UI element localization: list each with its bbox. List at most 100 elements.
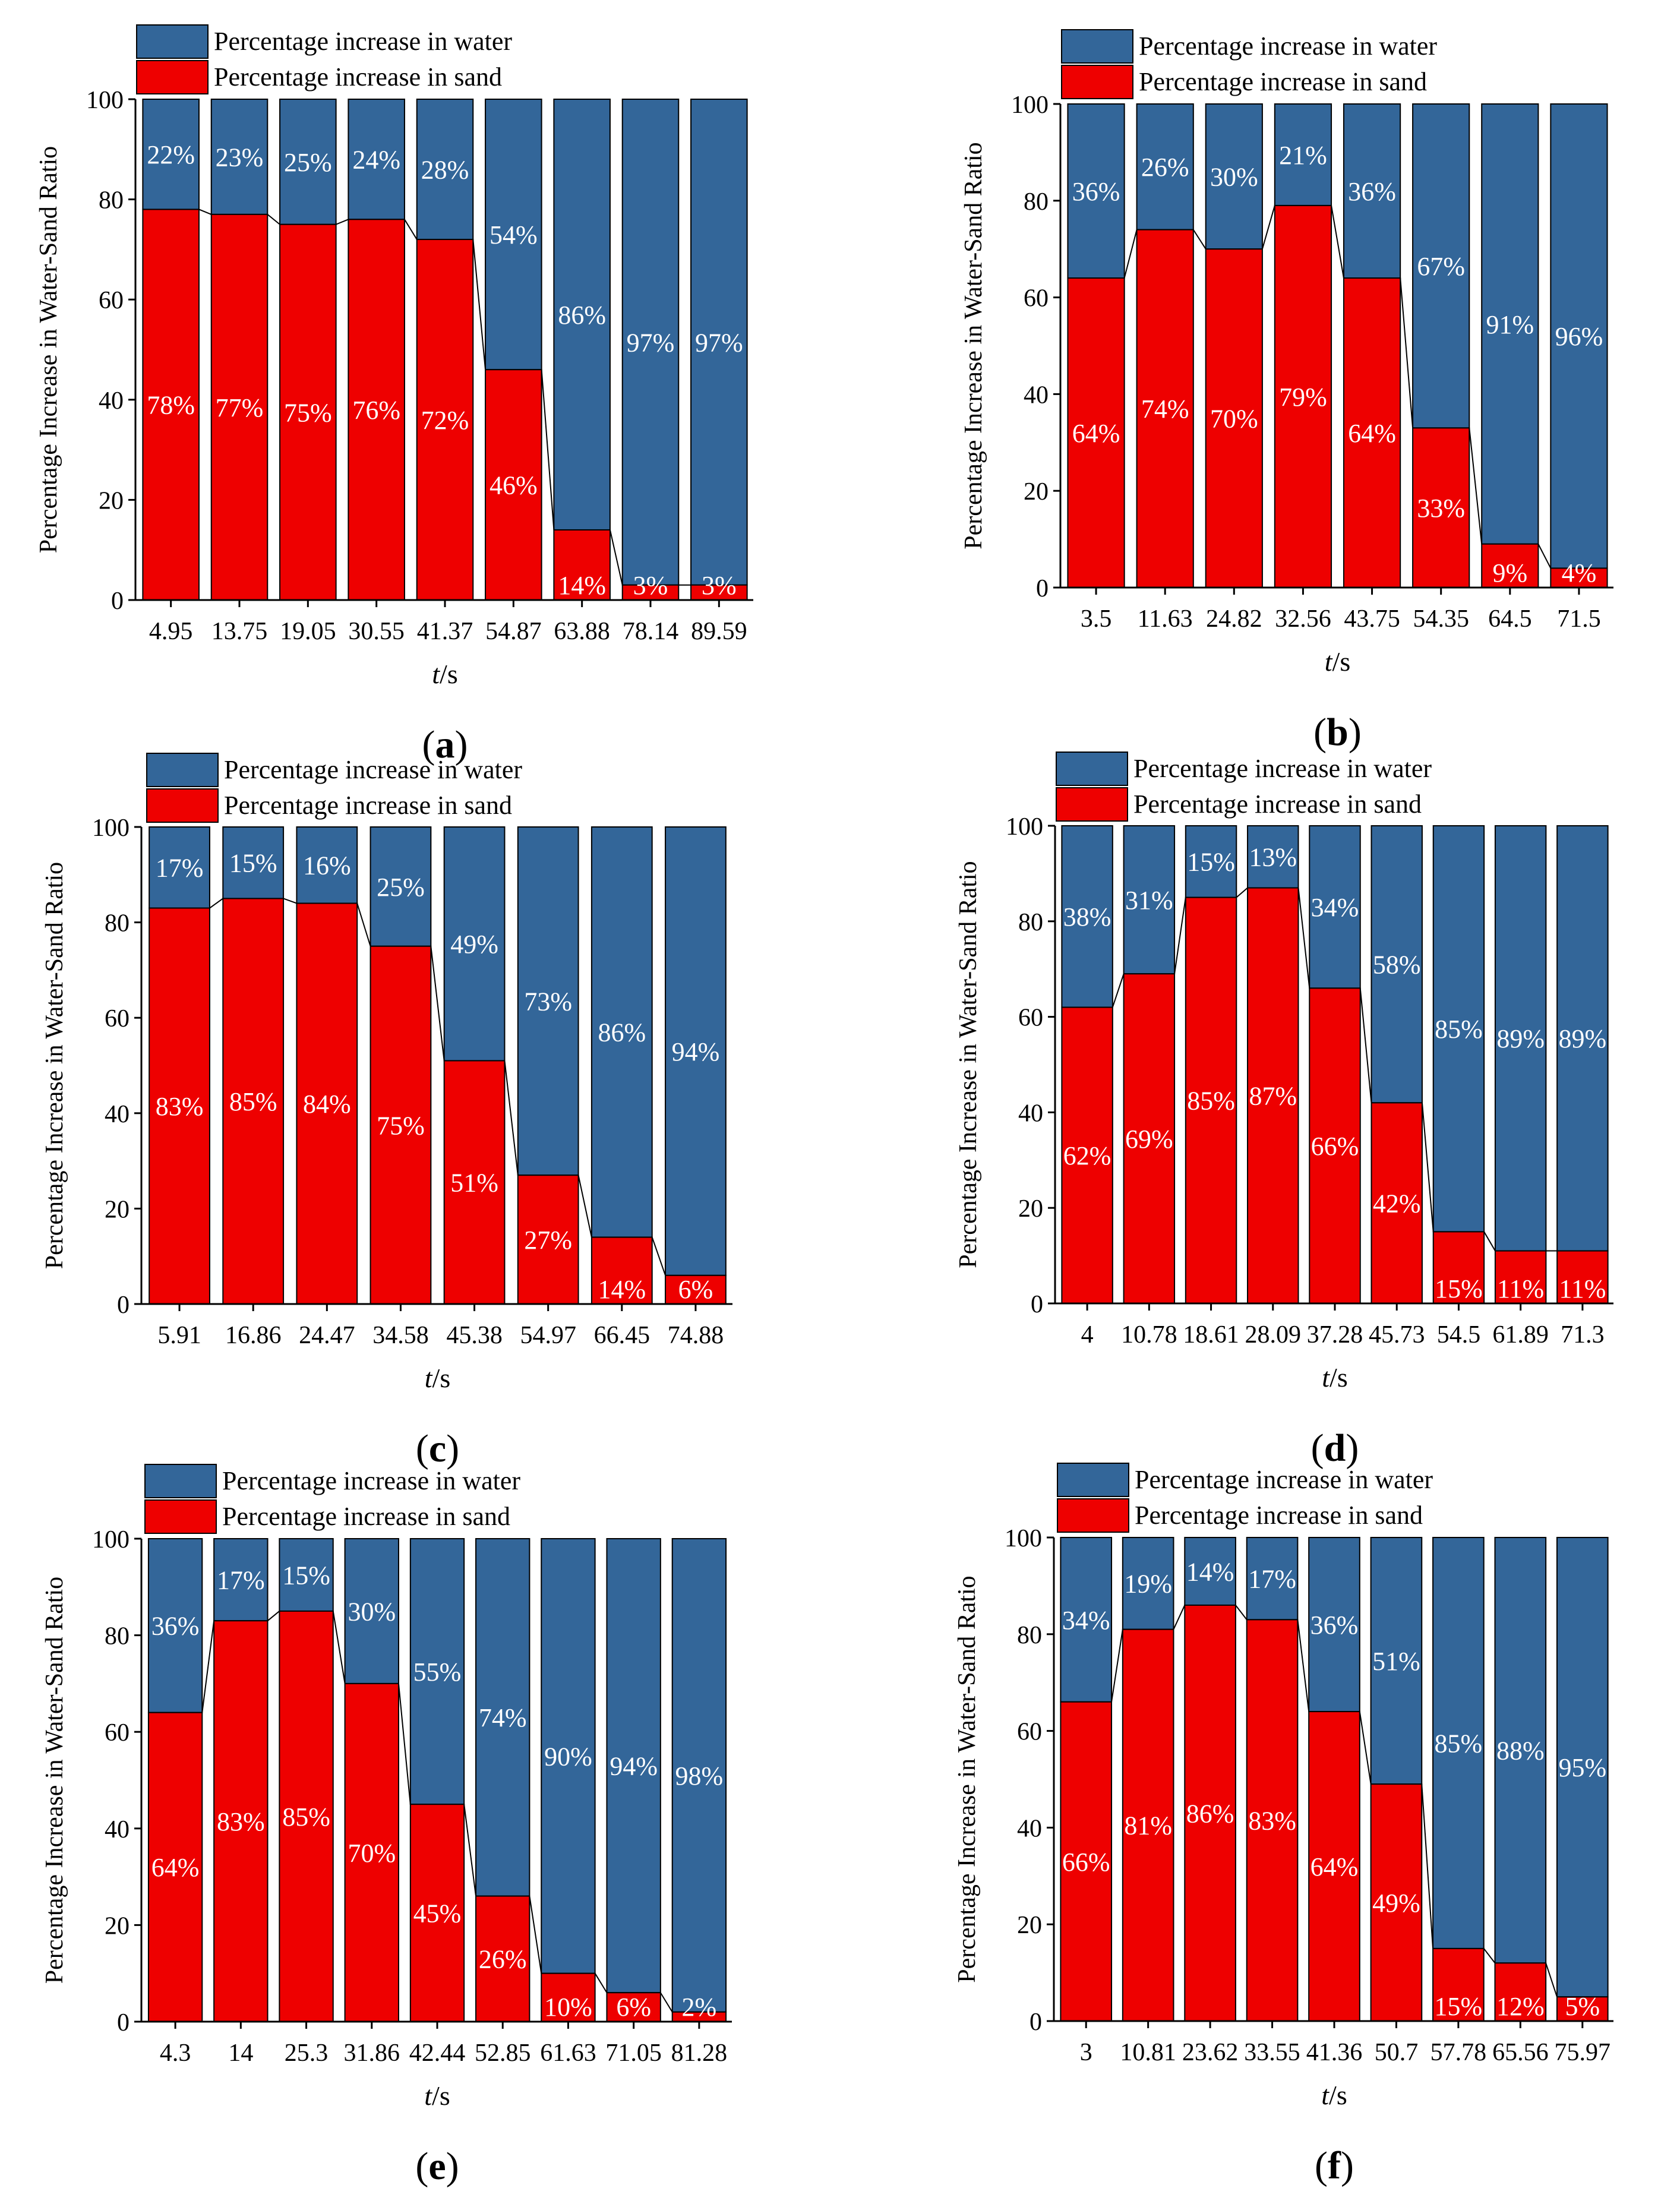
- bar-sand: [348, 219, 405, 601]
- bar-sand: [1412, 427, 1470, 588]
- bar-sand: [279, 1610, 334, 2022]
- connector-line: [1359, 988, 1372, 1103]
- bar-water: [1184, 1537, 1236, 1606]
- y-tick-label: 80: [105, 1623, 130, 1650]
- connector-line: [404, 219, 418, 240]
- bar-water: [690, 99, 748, 586]
- chart-panel-0: 22% 78% 23% 77% 25% 75% 24% 76% 28% 72% 54% 46% 86% 1…: [35, 24, 753, 766]
- water-value-label: 36%: [151, 1612, 200, 1641]
- bar-sand: [1370, 1102, 1423, 1304]
- bar-sand: [1060, 1701, 1113, 2022]
- water-value-label: 89%: [1559, 1024, 1607, 1053]
- x-tick-label: 71.3: [1561, 1321, 1605, 1349]
- x-tick-label: 3.5: [1081, 605, 1112, 633]
- bar-sand: [1067, 277, 1125, 589]
- connector-line: [529, 1896, 542, 1974]
- y-tick-label: 100: [92, 814, 130, 842]
- legend-sand-swatch: [144, 1499, 217, 1534]
- x-tick-label: 24.47: [299, 1322, 355, 1349]
- x-tick-label: 14: [228, 2039, 253, 2067]
- bar-water: [1247, 825, 1299, 889]
- x-tick-label: 81.28: [671, 2039, 728, 2067]
- x-tick-label: 4.95: [149, 618, 193, 645]
- connector-line: [332, 1611, 346, 1684]
- y-tick-label: 0: [1031, 1291, 1043, 1318]
- legend-sand-swatch: [1056, 787, 1128, 822]
- water-value-label: 22%: [147, 140, 195, 169]
- water-value-label: 90%: [544, 1742, 592, 1771]
- water-value-label: 88%: [1496, 1736, 1545, 1766]
- sand-value-label: 10%: [544, 1993, 592, 2022]
- sand-value-label: 11%: [1559, 1274, 1606, 1303]
- x-tick-label: 30.55: [348, 618, 405, 645]
- connector-line: [1297, 1619, 1310, 1712]
- sand-value-label: 85%: [282, 1802, 330, 1832]
- x-tick-label: 54.35: [1413, 605, 1469, 633]
- x-tick-label: 5.91: [157, 1322, 201, 1349]
- legend-sand-swatch: [1061, 65, 1133, 99]
- x-axis-title: t/s: [424, 2080, 450, 2111]
- y-tick-label: 0: [117, 1292, 130, 1319]
- sand-value-label: 81%: [1124, 1811, 1172, 1840]
- y-tick-label: 0: [117, 2009, 130, 2037]
- x-tick-label: 41.36: [1306, 2039, 1363, 2066]
- water-value-label: 97%: [695, 328, 743, 357]
- sand-value-label: 76%: [352, 396, 400, 425]
- bar-water: [1432, 1537, 1485, 1949]
- sand-value-label: 64%: [1348, 419, 1396, 448]
- y-tick-label: 40: [1017, 1815, 1042, 1842]
- x-tick-label: 54.97: [520, 1322, 576, 1349]
- bar-sand: [590, 1236, 653, 1305]
- x-tick-label: 66.45: [594, 1322, 650, 1349]
- bar-water: [142, 99, 200, 210]
- bar-water: [149, 826, 210, 909]
- connector-line: [336, 219, 349, 225]
- x-tick-label: 19.05: [280, 618, 336, 645]
- bar-sand: [475, 1895, 530, 2023]
- sand-value-label: 83%: [1248, 1807, 1296, 1836]
- chart-panel-2: 17% 83% 15% 85% 16% 84% 25% 75% 49% 51% 73% 27% 86% 1…: [41, 753, 732, 1470]
- connector-line: [1297, 888, 1310, 989]
- bar-water: [475, 1538, 530, 1897]
- sand-value-label: 79%: [1279, 383, 1327, 412]
- x-tick-label: 54.87: [485, 618, 542, 645]
- bar-sand: [1309, 987, 1361, 1304]
- chart-panel-3: 38% 62% 31% 69% 15% 85% 13% 87% 34% 66% 58% 42% 85% 1…: [955, 752, 1613, 1470]
- bar-water: [1343, 103, 1401, 279]
- bar-sand: [1061, 1006, 1113, 1305]
- y-axis-title: Percentage Increase in Water-Sand Ratio: [41, 862, 68, 1269]
- legend-sand-label: Percentage increase in sand: [1135, 1501, 1423, 1530]
- connector-line: [397, 1683, 411, 1805]
- bar-sand: [279, 223, 337, 601]
- y-tick-label: 60: [1017, 1719, 1042, 1746]
- sand-value-label: 42%: [1373, 1189, 1421, 1218]
- x-tick-label: 52.85: [475, 2039, 531, 2067]
- bar-sand: [485, 369, 542, 601]
- x-tick-label: 32.56: [1275, 605, 1331, 633]
- bar-sand: [1481, 543, 1539, 588]
- legend-water-swatch: [136, 24, 209, 59]
- water-value-label: 49%: [450, 930, 498, 959]
- bar-water: [1432, 825, 1485, 1233]
- sand-value-label: 69%: [1125, 1125, 1173, 1154]
- connector-line: [463, 1804, 477, 1896]
- bar-sand: [1370, 1783, 1423, 2022]
- water-value-label: 73%: [524, 987, 572, 1016]
- bar-water: [1308, 1537, 1360, 1713]
- y-tick-label: 60: [1018, 1005, 1043, 1032]
- water-value-label: 67%: [1417, 252, 1465, 281]
- sand-value-label: 11%: [1497, 1274, 1544, 1303]
- connector-line: [201, 1621, 215, 1713]
- water-value-label: 91%: [1486, 310, 1534, 339]
- bar-water: [296, 826, 358, 904]
- y-tick-label: 80: [1017, 1622, 1042, 1649]
- x-tick-label: 71.05: [605, 2039, 662, 2067]
- connector-line: [198, 209, 212, 215]
- y-tick-label: 40: [1024, 381, 1049, 409]
- x-tick-label: 61.89: [1492, 1321, 1549, 1349]
- legend-sand-swatch: [146, 788, 219, 823]
- connector-line: [356, 903, 371, 947]
- sand-value-label: 84%: [303, 1090, 351, 1119]
- sand-value-label: 66%: [1311, 1132, 1359, 1161]
- y-tick-label: 80: [1018, 909, 1043, 936]
